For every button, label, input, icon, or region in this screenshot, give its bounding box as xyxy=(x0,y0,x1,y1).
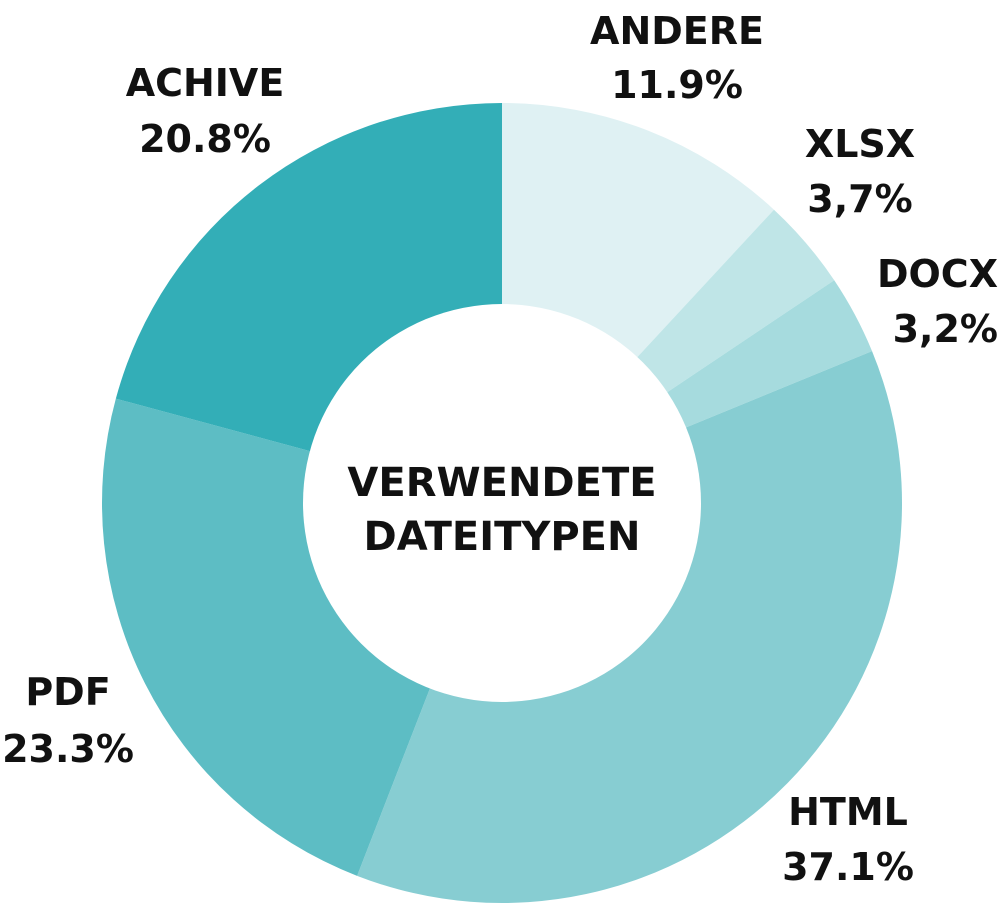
slice-label-name-achive: ACHIVE xyxy=(126,61,285,105)
slice-label-name-html: HTML xyxy=(788,790,908,834)
slice-label-value-html: 37.1% xyxy=(782,845,914,889)
slice-labels: ANDERE 11.9% XLSX 3,7% DOCX 3,2% HTML 37.1% PDF 2… xyxy=(2,9,998,889)
slice-label-value-xlsx: 3,7% xyxy=(807,177,912,221)
donut-hole xyxy=(303,304,701,702)
slice-label-name-pdf: PDF xyxy=(25,670,110,714)
center-title-line-2: DATEITYPEN xyxy=(364,514,641,560)
slice-label-value-pdf: 23.3% xyxy=(2,727,134,771)
slice-label-value-achive: 20.8% xyxy=(139,117,271,161)
center-title-line-1: VERWENDETE xyxy=(347,460,656,506)
slice-label-name-xlsx: XLSX xyxy=(805,122,915,166)
slice-label-value-andere: 11.9% xyxy=(611,63,743,107)
slice-label-name-andere: ANDERE xyxy=(590,9,764,53)
slice-label-name-docx: DOCX xyxy=(877,252,998,296)
slice-label-value-docx: 3,2% xyxy=(893,307,998,351)
